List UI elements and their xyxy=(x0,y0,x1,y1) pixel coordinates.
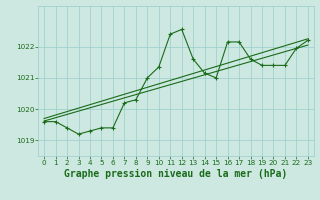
X-axis label: Graphe pression niveau de la mer (hPa): Graphe pression niveau de la mer (hPa) xyxy=(64,169,288,179)
